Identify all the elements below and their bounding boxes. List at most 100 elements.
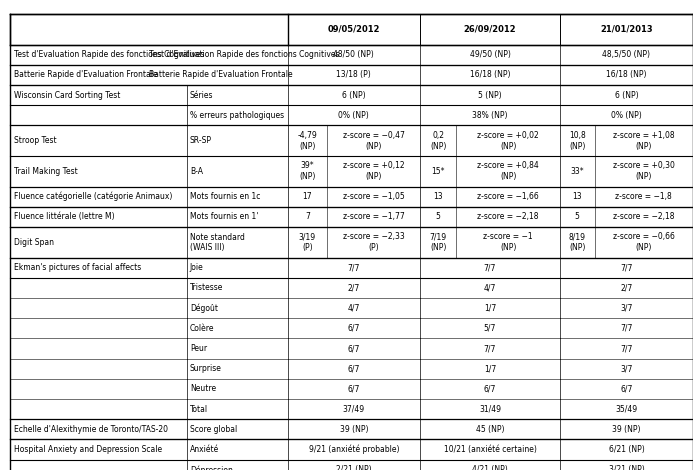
Text: 13: 13: [433, 192, 443, 201]
Text: 21/01/2013: 21/01/2013: [600, 25, 653, 34]
Text: Digit Span: Digit Span: [14, 238, 54, 247]
Text: Mots fournis en 1c: Mots fournis en 1c: [190, 192, 261, 201]
Text: 8/19
(NP): 8/19 (NP): [569, 232, 586, 252]
Text: z-score = −2,18: z-score = −2,18: [613, 212, 674, 221]
Text: Dépression: Dépression: [190, 465, 233, 470]
Text: 6/7: 6/7: [348, 364, 360, 373]
Text: Test d'Evaluation Rapide des fonctions Cognitives: Test d'Evaluation Rapide des fonctions C…: [14, 50, 204, 59]
Text: 26/09/2012: 26/09/2012: [464, 25, 516, 34]
Text: 15*: 15*: [432, 167, 445, 176]
Text: 7/7: 7/7: [620, 344, 633, 353]
Text: -4,79
(NP): -4,79 (NP): [297, 131, 317, 151]
Text: Hospital Anxiety and Depression Scale: Hospital Anxiety and Depression Scale: [14, 445, 162, 454]
Text: 7/19
(NP): 7/19 (NP): [430, 232, 447, 252]
Text: Neutre: Neutre: [190, 384, 216, 393]
Text: 3/7: 3/7: [620, 364, 633, 373]
Text: 17: 17: [303, 192, 313, 201]
Text: 10/21 (anxiété certaine): 10/21 (anxiété certaine): [444, 445, 536, 454]
Text: Test d'Evaluation Rapide des fonctions Cognitives: Test d'Evaluation Rapide des fonctions C…: [149, 50, 340, 59]
Text: 2/7: 2/7: [620, 283, 633, 292]
Text: 3/21 (NP): 3/21 (NP): [608, 465, 644, 470]
Text: 4/21 (NP): 4/21 (NP): [472, 465, 508, 470]
Text: 09/05/2012: 09/05/2012: [328, 25, 380, 34]
Text: z-score = +0,30
(NP): z-score = +0,30 (NP): [613, 161, 675, 181]
Text: Fluence littérale (lettre M): Fluence littérale (lettre M): [14, 212, 114, 221]
Text: 1/7: 1/7: [484, 364, 496, 373]
Text: 7/7: 7/7: [348, 263, 360, 272]
Text: 37/49: 37/49: [343, 405, 365, 414]
Text: 6/21 (NP): 6/21 (NP): [608, 445, 644, 454]
Text: 31/49: 31/49: [479, 405, 501, 414]
Text: 38% (NP): 38% (NP): [472, 111, 508, 120]
Text: Score global: Score global: [190, 425, 237, 434]
Text: 5: 5: [574, 212, 579, 221]
Text: z-score = −1,8: z-score = −1,8: [615, 192, 672, 201]
Text: z-score = −1
(NP): z-score = −1 (NP): [483, 232, 533, 252]
Text: z-score = +1,08
(NP): z-score = +1,08 (NP): [613, 131, 674, 151]
Text: 13/18 (P): 13/18 (P): [336, 70, 371, 79]
Text: 7: 7: [305, 212, 310, 221]
Text: 49/50 (NP): 49/50 (NP): [470, 50, 510, 59]
Text: Joie: Joie: [190, 263, 204, 272]
Text: 10,8
(NP): 10,8 (NP): [569, 131, 586, 151]
Text: 48,5/50 (NP): 48,5/50 (NP): [602, 50, 651, 59]
Text: z-score = −0,47
(NP): z-score = −0,47 (NP): [343, 131, 405, 151]
Text: B-A: B-A: [190, 167, 203, 176]
Text: 2/7: 2/7: [348, 283, 360, 292]
Text: 7/7: 7/7: [484, 344, 496, 353]
Text: Stroop Test: Stroop Test: [14, 136, 57, 145]
Text: 5/7: 5/7: [484, 324, 496, 333]
Text: 4/7: 4/7: [484, 283, 496, 292]
Text: Total: Total: [190, 405, 208, 414]
Text: 5: 5: [436, 212, 441, 221]
Text: 48/50 (NP): 48/50 (NP): [333, 50, 374, 59]
Text: Surprise: Surprise: [190, 364, 222, 373]
Text: Note standard
(WAIS III): Note standard (WAIS III): [190, 233, 245, 252]
Text: 6/7: 6/7: [348, 324, 360, 333]
Text: Wisconsin Card Sorting Test: Wisconsin Card Sorting Test: [14, 91, 120, 100]
Text: 35/49: 35/49: [615, 405, 638, 414]
Text: 1/7: 1/7: [484, 304, 496, 313]
Text: Echelle d'Alexithymie de Toronto/TAS-20: Echelle d'Alexithymie de Toronto/TAS-20: [14, 425, 168, 434]
Text: 16/18 (NP): 16/18 (NP): [470, 70, 510, 79]
Text: z-score = −1,05: z-score = −1,05: [343, 192, 405, 201]
Text: 33*: 33*: [570, 167, 584, 176]
Text: 0% (NP): 0% (NP): [611, 111, 642, 120]
Text: 39 (NP): 39 (NP): [340, 425, 368, 434]
Text: Batterie Rapide d'Evaluation Frontale: Batterie Rapide d'Evaluation Frontale: [14, 70, 157, 79]
Text: 9/21 (anxiété probable): 9/21 (anxiété probable): [308, 445, 399, 454]
Text: Tristesse: Tristesse: [190, 283, 223, 292]
Text: 6 (NP): 6 (NP): [342, 91, 366, 100]
Text: 45 (NP): 45 (NP): [475, 425, 505, 434]
Text: % erreurs pathologiques: % erreurs pathologiques: [190, 111, 284, 120]
Text: z-score = −1,77: z-score = −1,77: [343, 212, 405, 221]
Text: z-score = +0,02
(NP): z-score = +0,02 (NP): [477, 131, 539, 151]
Text: 7/7: 7/7: [620, 324, 633, 333]
Text: 39*
(NP): 39* (NP): [299, 161, 315, 181]
Text: Colère: Colère: [190, 324, 214, 333]
Text: Batterie Rapide d'Evaluation Frontale: Batterie Rapide d'Evaluation Frontale: [149, 70, 292, 79]
Text: z-score = +0,84
(NP): z-score = +0,84 (NP): [477, 161, 539, 181]
Text: 2/21 (NP): 2/21 (NP): [336, 465, 371, 470]
Text: 5 (NP): 5 (NP): [478, 91, 502, 100]
Text: 0,2
(NP): 0,2 (NP): [430, 131, 446, 151]
Text: z-score = −1,66: z-score = −1,66: [477, 192, 539, 201]
Text: 6 (NP): 6 (NP): [615, 91, 638, 100]
Text: Séries: Séries: [190, 91, 213, 100]
Text: z-score = +0,12
(NP): z-score = +0,12 (NP): [343, 161, 405, 181]
Text: Mots fournis en 1': Mots fournis en 1': [190, 212, 258, 221]
Text: 4/7: 4/7: [348, 304, 360, 313]
Text: Fluence catégorielle (catégorie Animaux): Fluence catégorielle (catégorie Animaux): [14, 192, 173, 202]
Text: 39 (NP): 39 (NP): [612, 425, 641, 434]
Text: 6/7: 6/7: [620, 384, 633, 393]
Text: 3/7: 3/7: [620, 304, 633, 313]
Text: 13: 13: [572, 192, 582, 201]
Text: z-score = −0,66
(NP): z-score = −0,66 (NP): [613, 232, 675, 252]
Text: 16/18 (NP): 16/18 (NP): [606, 70, 647, 79]
Text: z-score = −2,33
(P): z-score = −2,33 (P): [343, 232, 405, 252]
Text: 6/7: 6/7: [484, 384, 496, 393]
Text: 3/19
(P): 3/19 (P): [299, 232, 316, 252]
Text: SR-SP: SR-SP: [190, 136, 212, 145]
Text: 6/7: 6/7: [348, 344, 360, 353]
Text: Trail Making Test: Trail Making Test: [14, 167, 78, 176]
